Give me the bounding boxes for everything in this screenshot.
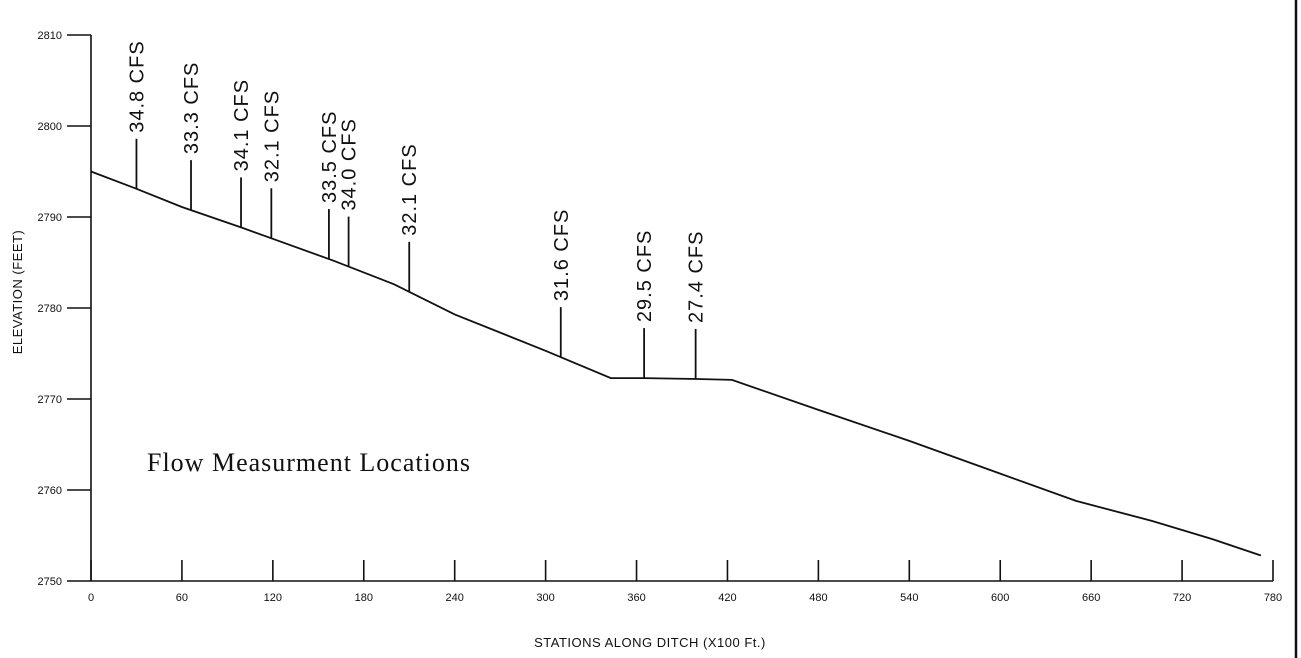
x-tick-label: 180	[355, 592, 373, 604]
x-tick-label: 780	[1264, 592, 1282, 604]
measurement-label: 34.8 CFS	[127, 40, 149, 132]
y-tick-label: 2780	[38, 303, 62, 315]
x-tick-label: 540	[900, 592, 918, 604]
x-tick-label: 600	[991, 592, 1009, 604]
x-tick-label: 420	[718, 592, 736, 604]
x-tick-label: 720	[1173, 592, 1191, 604]
x-tick-label: 360	[627, 592, 645, 604]
measurement-label: 32.1 CFS	[261, 90, 283, 182]
y-tick-label: 2810	[38, 30, 62, 42]
measurement-label: 33.5 CFS	[319, 111, 341, 203]
profile-series	[90, 170, 1262, 557]
x-tick-label: 60	[176, 592, 188, 604]
profile-line	[90, 170, 1262, 557]
y-tick-label: 2800	[38, 121, 62, 133]
measurement-label: 31.6 CFS	[551, 209, 573, 301]
measurement-label: 29.5 CFS	[634, 230, 656, 322]
axes: 0 60 120 180 240 300 360 420 480 540 600 660 720 780 2…	[38, 30, 1283, 604]
y-tick-label: 2760	[38, 485, 62, 497]
measurement-markers: 34.8 CFS 33.3 CFS 34.1 CFS 32.1 CFS 33.5 CFS…	[127, 40, 708, 379]
measurement-label: 34.0 CFS	[339, 118, 361, 210]
x-tick-label: 240	[446, 592, 464, 604]
y-tick-label: 2770	[38, 394, 62, 406]
measurement-label: 32.1 CFS	[399, 143, 421, 235]
measurement-label: 27.4 CFS	[686, 231, 708, 323]
x-axis-title: STATIONS ALONG DITCH (X100 Ft.)	[534, 635, 766, 650]
x-tick-label: 300	[536, 592, 554, 604]
chart-annotation: Flow Measurment Locations	[147, 448, 471, 477]
x-tick-label: 480	[809, 592, 827, 604]
measurement-label: 34.1 CFS	[231, 79, 253, 171]
x-tick-label: 0	[88, 592, 94, 604]
measurement-label: 33.3 CFS	[181, 62, 203, 154]
y-axis-title: ELEVATION (FEET)	[10, 230, 25, 355]
x-tick-label: 120	[264, 592, 282, 604]
y-tick-label: 2750	[38, 576, 62, 588]
x-tick-label: 660	[1082, 592, 1100, 604]
y-tick-label: 2790	[38, 212, 62, 224]
